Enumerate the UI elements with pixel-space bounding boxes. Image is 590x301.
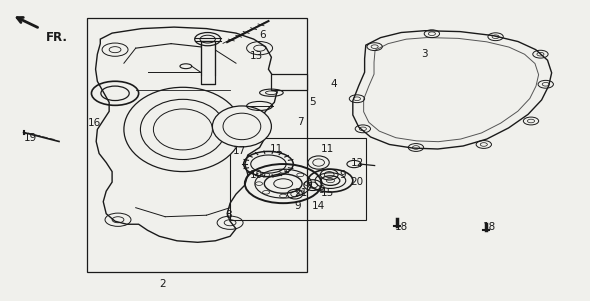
Text: 16: 16 [88,118,101,129]
Bar [230,138,366,220]
Text: 9: 9 [339,169,346,180]
Text: 2: 2 [159,279,166,290]
Text: 18: 18 [395,222,408,232]
Text: 18: 18 [483,222,496,232]
Bar [87,18,307,272]
Text: 10: 10 [250,169,263,180]
Text: 14: 14 [312,201,325,211]
Text: 20: 20 [350,177,363,187]
Text: 6: 6 [259,29,266,40]
Text: 12: 12 [350,157,363,168]
Text: 9: 9 [318,185,325,195]
Text: 15: 15 [321,188,334,198]
Text: 17: 17 [232,145,245,156]
Text: 11: 11 [321,144,334,154]
Polygon shape [96,27,277,242]
Text: 9: 9 [294,201,301,211]
Text: 13: 13 [250,51,263,61]
Text: 5: 5 [309,97,316,107]
Ellipse shape [153,109,212,150]
Bar [271,74,307,90]
Text: 19: 19 [24,133,37,144]
Text: FR.: FR. [46,31,68,44]
Text: 11: 11 [270,144,283,154]
Ellipse shape [124,87,242,172]
Polygon shape [353,31,552,149]
Text: 8: 8 [225,210,232,220]
Ellipse shape [140,99,225,160]
Text: 21: 21 [294,188,307,198]
Bar [201,41,215,84]
Ellipse shape [212,106,271,147]
Text: 7: 7 [297,117,304,127]
Ellipse shape [223,113,261,140]
Text: 3: 3 [421,49,428,59]
Text: 4: 4 [330,79,337,89]
